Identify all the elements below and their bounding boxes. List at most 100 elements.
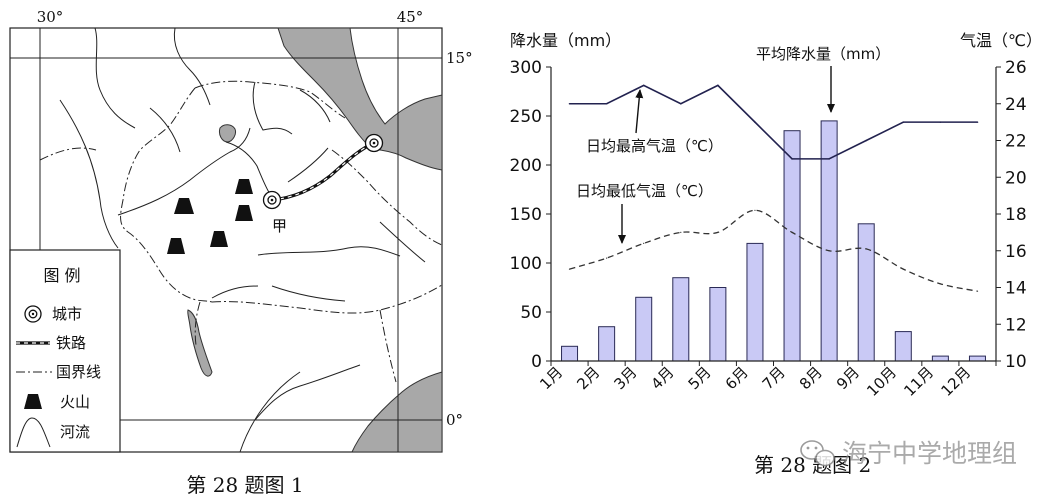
series-label-precipitation: 平均降水量（mm） [756,45,890,63]
right-tick-label: 18 [1005,205,1027,225]
volcano-icon [235,179,253,194]
right-tick-label: 16 [1005,242,1027,262]
max-temperature-point [939,121,942,123]
volcano-icon [24,394,42,409]
arrow-max-temp [635,89,644,134]
legend-label: 火山 [60,393,90,411]
min-temperature-point [865,248,867,250]
min-temperature-point [902,268,904,270]
precipitation-bar [894,331,912,362]
indian-ocean [351,371,443,453]
precipitation-bar [746,242,764,362]
precipitation-bar [783,130,801,362]
right-tick-label: 24 [1005,95,1027,115]
border-line [331,149,443,246]
legend-label: 国界线 [56,363,101,381]
red-sea-gulf [277,27,443,171]
min-temperature-point [680,231,682,233]
legend-item-river: 河流 [16,417,90,448]
volcanoes [167,179,253,254]
precipitation-bar [672,277,690,362]
left-tick-label: 0 [531,352,542,372]
min-temperature-point [754,209,756,211]
x-tick-label: 3月 [610,363,640,393]
latitude-label-0: 0° [446,411,463,429]
max-temperature-point [865,139,868,142]
borders [39,80,443,383]
max-temperature-point [754,121,756,123]
max-temperature-point [717,84,719,87]
legend-label: 河流 [60,423,90,441]
min-temperature-point [606,257,608,259]
city-coast [364,133,384,153]
legend-item-border: 国界线 [16,363,101,381]
river [59,99,119,249]
left-tick-label: 300 [510,58,542,78]
river [211,285,259,299]
border-line [194,301,201,346]
city-icon-dot [31,312,35,316]
railway [271,141,375,202]
volcano-icon [167,238,185,254]
place-label-jia: 甲 [272,217,287,235]
volcano-icon [235,205,253,221]
precipitation-bar [598,326,616,362]
precipitation-bar [561,345,579,362]
left-tick-label: 50 [520,303,542,323]
river [117,127,251,216]
city-jia [262,190,282,210]
max-temperature-point [791,158,793,160]
river [239,371,301,453]
max-temperature-point [828,158,830,160]
max-temperature-point [679,102,682,105]
legend-title: 图 例 [43,266,80,285]
legend-label: 城市 [52,305,82,323]
river [299,89,331,123]
left-tick-label: 250 [510,107,542,127]
x-tick-label: 10月 [863,363,900,400]
longitude-label-45: 45° [397,8,424,26]
precipitation-bar [709,287,727,362]
right-axis-title: 气温（℃） [960,31,1042,50]
map-legend: 图 例 城市 铁路 国界线 火山 河流 [9,249,121,453]
border-line [120,87,213,303]
rivers [59,27,426,453]
border-line [379,309,397,383]
legend-box [9,249,121,453]
border-line [194,80,346,119]
right-tick-label: 26 [1005,58,1027,78]
x-tick-label: 5月 [685,363,715,393]
river [252,81,293,135]
min-temperature-point [568,268,571,270]
x-tick-label: 7月 [759,363,789,393]
series-label-min-temp: 日均最低气温（℃） [576,182,713,200]
watermark-text: 海宁中学地理组 [842,439,1017,468]
x-tick-label: 12月 [937,363,974,400]
series-label-max-temp: 日均最高气温（℃） [586,137,723,155]
left-tick-label: 100 [510,254,542,274]
min-temperature-point [976,290,979,292]
right-tick-label: 22 [1005,132,1027,152]
min-temperature-point [828,250,830,252]
precipitation-bars [561,120,986,362]
legend-item-volcano: 火山 [24,393,90,411]
legend-item-railway: 铁路 [16,334,86,352]
legend-label: 铁路 [56,334,86,352]
x-tick-label: 4月 [648,363,678,393]
river [379,221,426,263]
lake-north [219,124,236,143]
river [257,246,401,257]
river [94,27,136,129]
city-icon-dot [270,198,274,202]
left-tick-label: 200 [510,156,542,176]
wechat-icon [800,440,835,467]
border-line [211,284,443,314]
min-temperature-point [717,231,719,233]
climate-chart: 降水量（mm） 气温（℃） 0 50 100 150 200 250 300 10 12 14 16… [510,31,1042,477]
right-tick-label: 10 [1005,352,1027,372]
x-tick-label: 11月 [900,363,937,400]
longitude-label-30: 30° [37,8,64,26]
min-temperature-line [569,209,978,292]
